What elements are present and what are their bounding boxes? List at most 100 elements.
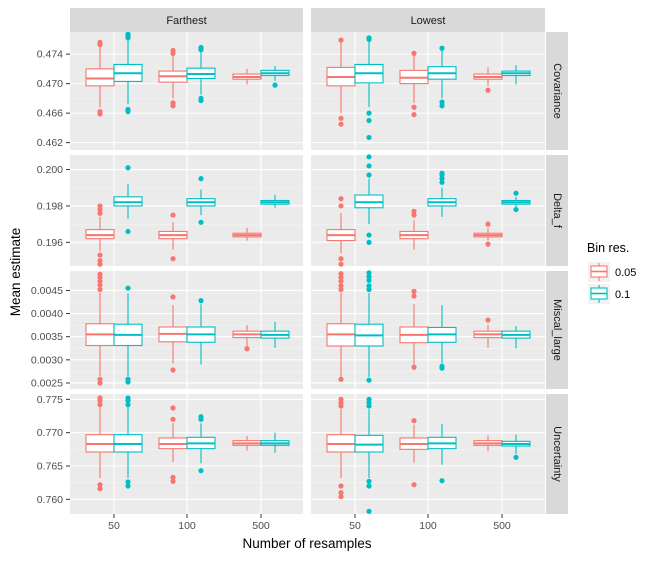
- outlier-point: [338, 490, 344, 496]
- outlier-point: [338, 37, 344, 43]
- panel-boxes: [326, 154, 531, 267]
- outlier-point: [366, 283, 372, 289]
- box-50-0.1: [354, 396, 384, 514]
- outlier-point: [97, 252, 103, 258]
- y-axis-miscal_large: 0.0025 0.0030 0.0035 0.0040 0.0045: [31, 285, 70, 389]
- panel-farthest-uncertainty: [70, 394, 303, 514]
- strip-miscal_large: Miscal_large: [546, 271, 568, 389]
- strip-label: Lowest: [411, 15, 446, 27]
- strip-covariance: Covariance: [546, 32, 568, 150]
- outlier-point: [439, 365, 445, 371]
- box-50-0.1: [113, 285, 143, 385]
- outlier-point: [366, 163, 372, 169]
- y-axis-delta_f: 0.196 0.198 0.200: [37, 164, 70, 249]
- outlier-point: [366, 377, 372, 383]
- box-100-0.05: [158, 294, 188, 373]
- box-50-0.1: [354, 154, 384, 245]
- x-tick-label: 100: [419, 520, 437, 532]
- box-100-0.1: [186, 414, 216, 474]
- panel-boxes: [326, 35, 531, 141]
- box-500-0.1: [260, 65, 290, 88]
- outlier-point: [244, 346, 250, 352]
- outlier-point: [439, 103, 445, 109]
- y-tick-label: 0.470: [37, 78, 63, 90]
- y-tick-label: 0.0025: [31, 377, 63, 389]
- outlier-point: [338, 256, 344, 262]
- legend: Bin res. 0.05 0.1: [587, 241, 636, 304]
- outlier-point: [485, 87, 491, 93]
- panel-boxes: [85, 31, 290, 117]
- outlier-point: [513, 454, 519, 460]
- box-50-0.05: [326, 271, 356, 382]
- outlier-point: [170, 256, 176, 262]
- y-tick-label: 0.770: [37, 427, 63, 439]
- y-axes: 0.462 0.466 0.470 0.474 0.196 0.198 0.200 0.002…: [31, 49, 70, 506]
- strip-delta_f: Delta_f: [546, 155, 568, 266]
- strip-background: [546, 155, 568, 266]
- box-50-0.05: [326, 37, 356, 127]
- outlier-point: [338, 494, 344, 500]
- outlier-point: [366, 239, 372, 245]
- x-tick-label: 500: [252, 520, 270, 532]
- strip-label: Uncertainty: [551, 426, 563, 482]
- outlier-point: [97, 111, 103, 117]
- strip-farthest: Farthest: [70, 8, 303, 32]
- outlier-point: [125, 395, 131, 401]
- box-100-0.1: [427, 424, 457, 484]
- outlier-point: [125, 483, 131, 489]
- box-500-0.1: [501, 434, 531, 460]
- outlier-point: [439, 179, 445, 185]
- outlier-point: [411, 112, 417, 118]
- outlier-point: [198, 44, 204, 51]
- outlier-point: [366, 478, 372, 484]
- strip-background: [311, 8, 545, 32]
- outlier-point: [170, 367, 176, 373]
- box-50-0.05: [326, 396, 356, 500]
- box-100-0.05: [399, 418, 429, 488]
- box-50-0.05: [326, 196, 356, 267]
- panel-boxes: [326, 270, 531, 383]
- outlier-point: [439, 45, 445, 51]
- box-500-0.1: [260, 321, 290, 348]
- panel-boxes: [326, 396, 531, 514]
- outlier-point: [170, 212, 176, 218]
- outlier-point: [366, 396, 372, 402]
- outlier-point: [170, 478, 176, 484]
- panel-farthest-delta_f: [70, 155, 303, 266]
- outlier-point: [366, 110, 372, 116]
- panel-lowest-uncertainty: [311, 394, 545, 514]
- outlier-point: [485, 317, 491, 323]
- y-tick-label: 0.775: [37, 394, 63, 406]
- y-tick-label: 0.466: [37, 108, 63, 120]
- outlier-point: [198, 219, 204, 225]
- outlier-point: [338, 203, 344, 209]
- panel-lowest-delta_f: [311, 155, 545, 266]
- x-tick-label: 50: [349, 520, 361, 532]
- box-body: [85, 68, 115, 87]
- outlier-point: [125, 402, 131, 408]
- outlier-point: [97, 402, 103, 408]
- y-tick-label: 0.0035: [31, 331, 63, 343]
- strip-uncertainty: Uncertainty: [546, 394, 568, 514]
- box-500-0.1: [260, 432, 290, 453]
- outlier-point: [411, 104, 417, 110]
- outlier-point: [411, 482, 417, 488]
- outlier-point: [97, 395, 103, 401]
- strip-label: Miscal_large: [551, 299, 563, 361]
- y-tick-label: 0.200: [37, 164, 63, 176]
- box-50-0.05: [85, 203, 115, 267]
- outlier-point: [97, 206, 103, 213]
- outlier-point: [125, 379, 131, 385]
- box-500-0.05: [232, 68, 262, 85]
- y-tick-label: 0.196: [37, 237, 63, 249]
- y-tick-label: 0.0045: [31, 285, 63, 297]
- box-500-0.05: [473, 317, 503, 348]
- outlier-point: [97, 210, 103, 216]
- outlier-point: [97, 278, 103, 284]
- box-500-0.1: [501, 326, 531, 349]
- x-tick-label: 50: [108, 520, 120, 532]
- box-500-0.1: [260, 195, 290, 208]
- outlier-point: [170, 474, 176, 480]
- outlier-point: [513, 206, 519, 213]
- outlier-point: [411, 293, 417, 299]
